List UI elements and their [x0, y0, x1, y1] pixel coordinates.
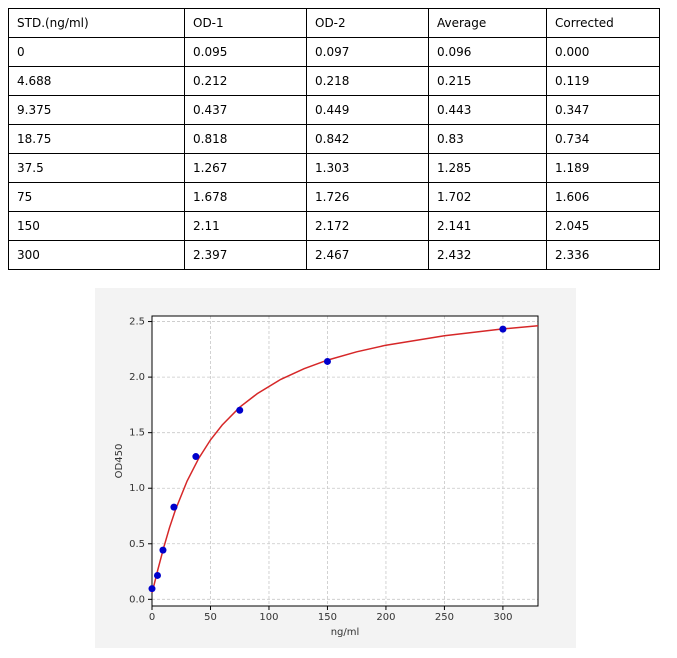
y-tick-label: 2.5 [129, 317, 145, 328]
data-point [159, 546, 167, 554]
y-axis-label: OD450 [114, 444, 125, 479]
table-cell: 0.83 [428, 124, 547, 154]
data-point [170, 503, 178, 511]
table-cell: 9.375 [8, 95, 185, 125]
y-tick-label: 0.5 [129, 539, 145, 550]
table-cell: 2.045 [546, 211, 660, 241]
x-tick-label: 150 [318, 612, 337, 623]
table-cell: 2.397 [184, 240, 307, 270]
table-cell: 1.267 [184, 153, 307, 183]
table-cell: 2.432 [428, 240, 547, 270]
data-point [499, 325, 507, 333]
y-tick-label: 1.0 [129, 483, 145, 494]
table-cell: 0.097 [306, 37, 429, 67]
data-point [148, 585, 156, 593]
header-cell: Corrected [546, 8, 660, 38]
table-row: 150 2.11 2.172 2.141 2.045 [8, 211, 660, 241]
x-tick-label: 0 [149, 612, 155, 623]
table-cell: 2.141 [428, 211, 547, 241]
table-row: 9.375 0.437 0.449 0.443 0.347 [8, 95, 660, 125]
table-row: 0 0.095 0.097 0.096 0.000 [8, 37, 660, 67]
table-cell: 0.095 [184, 37, 307, 67]
table-cell: 0.443 [428, 95, 547, 125]
table-cell: 1.285 [428, 153, 547, 183]
table-cell: 300 [8, 240, 185, 270]
x-tick-label: 50 [204, 612, 217, 623]
x-tick-label: 200 [376, 612, 395, 623]
fit-curve [151, 325, 539, 593]
data-point [323, 357, 331, 365]
header-row: STD.(ng/ml) OD-1 OD-2 Average Corrected [8, 8, 660, 38]
table-row: 300 2.397 2.467 2.432 2.336 [8, 240, 660, 270]
y-tick-label: 1.5 [129, 428, 145, 439]
table-cell: 75 [8, 182, 185, 212]
plot-frame [151, 315, 539, 607]
y-tick-label: 2.0 [129, 372, 145, 383]
plot-area [152, 316, 538, 606]
x-tick-label: 300 [493, 612, 512, 623]
table-cell: 0.818 [184, 124, 307, 154]
data-table: STD.(ng/ml) OD-1 OD-2 Average Corrected 0 0.09… [8, 8, 660, 270]
table-cell: 2.336 [546, 240, 660, 270]
data-point [192, 453, 200, 461]
table-cell: 0.218 [306, 66, 429, 96]
header-cell: STD.(ng/ml) [8, 8, 185, 38]
header-cell: OD-1 [184, 8, 307, 38]
x-axis-label: ng/ml [331, 627, 360, 638]
header-cell: Average [428, 8, 547, 38]
data-point [153, 571, 161, 579]
table-cell: 0.449 [306, 95, 429, 125]
data-point [236, 406, 244, 414]
table-cell: 150 [8, 211, 185, 241]
table-cell: 1.606 [546, 182, 660, 212]
table-cell: 0.215 [428, 66, 547, 96]
y-tick-label: 0.0 [129, 594, 145, 605]
table-cell: 1.189 [546, 153, 660, 183]
x-tick-label: 250 [435, 612, 454, 623]
x-tick-label: 100 [259, 612, 278, 623]
